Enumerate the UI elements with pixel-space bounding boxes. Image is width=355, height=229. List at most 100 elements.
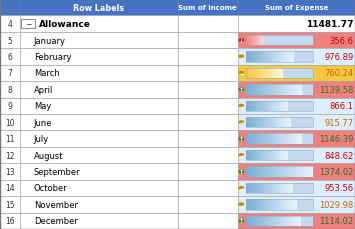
Text: ↑: ↑ — [239, 136, 244, 142]
Bar — [238, 213, 355, 229]
Text: July: July — [34, 135, 49, 144]
Bar — [0, 49, 20, 65]
Bar — [238, 49, 355, 65]
Bar — [250, 150, 252, 161]
Bar — [277, 117, 280, 128]
Bar — [279, 68, 282, 79]
Bar — [250, 117, 253, 128]
Bar — [258, 199, 261, 210]
Text: →: → — [239, 186, 244, 191]
Text: 356.6: 356.6 — [329, 36, 354, 45]
Bar — [254, 85, 257, 95]
Bar — [296, 134, 299, 144]
Bar — [282, 85, 285, 95]
Text: 15: 15 — [5, 200, 15, 209]
Bar — [281, 183, 283, 193]
Text: 1029.98: 1029.98 — [320, 200, 354, 209]
Bar — [288, 183, 290, 193]
Bar — [0, 213, 238, 229]
Bar — [250, 52, 253, 63]
Bar — [262, 68, 264, 79]
Bar — [238, 180, 355, 196]
Bar — [246, 199, 248, 210]
Bar — [257, 85, 260, 95]
Text: Sum of Income: Sum of Income — [178, 5, 237, 11]
Text: February: February — [34, 53, 71, 62]
Bar — [246, 134, 313, 144]
Bar — [278, 183, 281, 193]
Bar — [238, 33, 355, 49]
Text: →: → — [239, 104, 244, 109]
Bar — [256, 150, 258, 161]
Text: ↓: ↓ — [239, 38, 244, 43]
Bar — [0, 196, 20, 213]
Bar — [272, 52, 275, 63]
Text: Row Labels: Row Labels — [73, 4, 124, 13]
Bar — [246, 101, 313, 112]
Bar — [238, 82, 355, 98]
Bar — [20, 16, 178, 33]
Bar — [238, 33, 355, 49]
Bar — [178, 0, 238, 16]
Bar — [265, 134, 268, 144]
Bar — [255, 52, 258, 63]
Bar — [262, 134, 266, 144]
Bar — [289, 215, 293, 226]
Bar — [246, 150, 248, 161]
Circle shape — [239, 89, 244, 91]
Bar — [0, 16, 20, 33]
Bar — [286, 101, 289, 112]
Bar — [261, 36, 262, 46]
Bar — [20, 0, 178, 16]
Text: June: June — [34, 118, 52, 127]
Bar — [274, 68, 276, 79]
Bar — [248, 215, 251, 226]
Bar — [20, 164, 178, 180]
Bar — [246, 85, 313, 95]
Bar — [278, 215, 282, 226]
Text: December: December — [34, 216, 78, 225]
Bar — [271, 85, 274, 95]
Bar — [246, 68, 248, 79]
Text: 8: 8 — [7, 85, 12, 94]
Text: 11: 11 — [5, 135, 15, 144]
Circle shape — [239, 170, 244, 173]
Bar — [288, 134, 291, 144]
Bar — [267, 150, 269, 161]
Bar — [260, 150, 263, 161]
Bar — [238, 164, 355, 180]
Bar — [252, 117, 255, 128]
Bar — [281, 215, 284, 226]
Bar — [256, 36, 257, 46]
Bar — [258, 101, 261, 112]
Text: 866.1: 866.1 — [329, 102, 354, 111]
Bar — [274, 85, 277, 95]
Bar — [263, 199, 266, 210]
Text: 760.24: 760.24 — [324, 69, 354, 78]
Bar — [271, 117, 273, 128]
Bar — [0, 114, 20, 131]
Bar — [268, 199, 271, 210]
Bar — [257, 183, 260, 193]
Text: October: October — [34, 184, 67, 193]
Text: 9: 9 — [7, 102, 12, 111]
Bar — [281, 150, 283, 161]
Bar — [268, 85, 271, 95]
Bar — [273, 166, 276, 177]
Bar — [20, 98, 178, 114]
Bar — [248, 183, 251, 193]
Bar — [246, 150, 313, 161]
Bar — [257, 215, 260, 226]
Bar — [277, 52, 279, 63]
Bar — [246, 36, 248, 46]
Bar — [20, 33, 178, 49]
Bar — [276, 199, 279, 210]
Bar — [278, 199, 282, 210]
Bar — [246, 166, 249, 177]
Bar — [246, 117, 248, 128]
Bar — [273, 117, 275, 128]
Bar — [294, 199, 296, 210]
Bar — [284, 101, 286, 112]
Bar — [254, 101, 257, 112]
Bar — [268, 150, 271, 161]
